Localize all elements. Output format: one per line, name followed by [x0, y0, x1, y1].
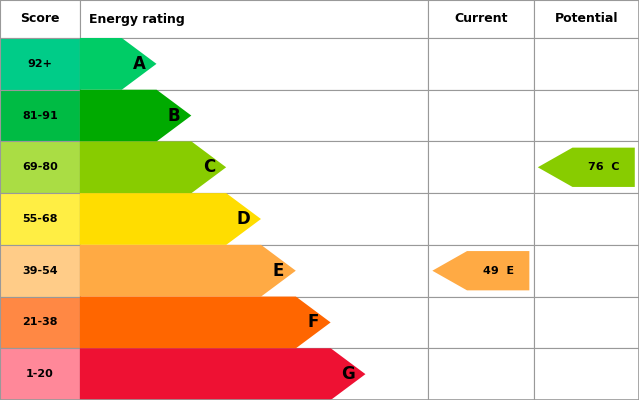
- Bar: [428, 142, 534, 193]
- Bar: [534, 245, 639, 296]
- Bar: [0, 245, 80, 296]
- Bar: [80, 296, 428, 348]
- Bar: [0, 348, 80, 400]
- Text: 1-20: 1-20: [26, 369, 54, 379]
- Text: 49  E: 49 E: [482, 266, 514, 276]
- Text: Energy rating: Energy rating: [89, 12, 185, 26]
- Polygon shape: [80, 193, 261, 245]
- Bar: [428, 245, 534, 296]
- Text: 21-38: 21-38: [22, 318, 58, 328]
- Bar: [428, 296, 534, 348]
- Bar: [80, 348, 428, 400]
- Text: 69-80: 69-80: [22, 162, 58, 172]
- Text: F: F: [307, 314, 319, 332]
- Text: C: C: [203, 158, 215, 176]
- Bar: [534, 296, 639, 348]
- Bar: [80, 142, 428, 193]
- Polygon shape: [80, 38, 157, 90]
- Text: Score: Score: [20, 12, 59, 26]
- Bar: [0, 142, 80, 193]
- Bar: [428, 348, 534, 400]
- Bar: [0, 193, 80, 245]
- Text: Current: Current: [454, 12, 507, 26]
- Text: 92+: 92+: [27, 59, 52, 69]
- Polygon shape: [80, 245, 296, 296]
- Polygon shape: [80, 348, 366, 400]
- Bar: [80, 193, 428, 245]
- Bar: [534, 38, 639, 90]
- Bar: [80, 0, 428, 38]
- Bar: [0, 0, 80, 38]
- Bar: [428, 90, 534, 142]
- Bar: [534, 348, 639, 400]
- Text: A: A: [133, 55, 146, 73]
- Text: Potential: Potential: [555, 12, 618, 26]
- Polygon shape: [80, 142, 226, 193]
- Polygon shape: [80, 296, 330, 348]
- Bar: [428, 0, 534, 38]
- Bar: [80, 38, 428, 90]
- Bar: [534, 0, 639, 38]
- Bar: [534, 142, 639, 193]
- Text: B: B: [167, 106, 180, 124]
- Bar: [80, 90, 428, 142]
- Bar: [0, 38, 80, 90]
- Text: 81-91: 81-91: [22, 110, 58, 120]
- Text: 39-54: 39-54: [22, 266, 58, 276]
- Polygon shape: [80, 90, 191, 142]
- Bar: [428, 193, 534, 245]
- Bar: [0, 296, 80, 348]
- Bar: [428, 38, 534, 90]
- Bar: [80, 245, 428, 296]
- Text: E: E: [273, 262, 284, 280]
- Bar: [534, 193, 639, 245]
- Bar: [0, 90, 80, 142]
- Polygon shape: [538, 148, 635, 187]
- Text: 76  C: 76 C: [588, 162, 619, 172]
- Text: D: D: [236, 210, 250, 228]
- Bar: [534, 90, 639, 142]
- Text: G: G: [341, 365, 355, 383]
- Text: 55-68: 55-68: [22, 214, 58, 224]
- Polygon shape: [433, 251, 529, 290]
